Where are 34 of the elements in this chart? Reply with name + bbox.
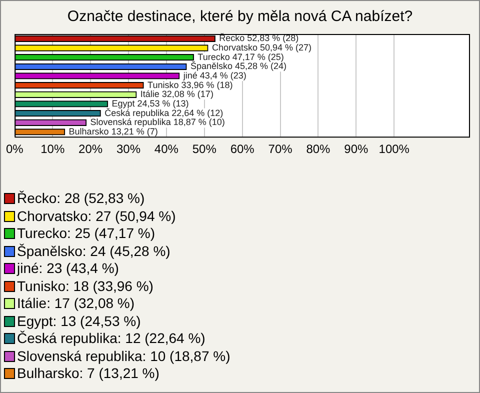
legend-label: Turecko: 25 (47,17 %) [17, 225, 155, 242]
x-tick-label: 50% [192, 142, 217, 156]
category-label: Slovenská republika 18,87 % (10) [90, 117, 225, 128]
chart-title: Označte destinace, které by měla nová CA nabízet? [67, 8, 413, 26]
category-label: Česká republika 22,64 % (12) [104, 108, 224, 118]
category-label: Turecko 47,17 % (25) [198, 52, 284, 62]
x-tick-label: 100% [378, 142, 410, 156]
legend-label: Slovenská republika: 10 (18,87 %) [17, 348, 230, 365]
legend-label: Česká republika: 12 (22,64 %) [17, 330, 206, 348]
x-tick-label: 30% [116, 142, 141, 156]
category-label: jiné 43,4 % (23) [183, 70, 246, 80]
legend-label: Egypt: 13 (24,53 %) [17, 312, 141, 330]
legend-label: jiné: 23 (43,4 %) [17, 260, 119, 278]
legend-label: Řecko: 28 (52,83 %) [17, 190, 145, 208]
category-label: Tunisko 33,96 % (18) [148, 80, 233, 90]
x-tick-label: 0% [6, 142, 24, 156]
legend-label: Španělsko: 24 (45,28 %) [17, 242, 170, 260]
category-label: Řecko 52,83 % (28) [219, 33, 299, 44]
x-tick-label: 10% [40, 142, 65, 156]
category-label: Itálie 32,08 % (17) [140, 89, 214, 100]
category-label: Španělsko 45,28 % (24) [190, 61, 287, 72]
category-label: Chorvatsko 50,94 % (27) [212, 42, 312, 52]
legend-label: Bulharsko: 7 (13,21 %) [17, 365, 160, 382]
x-tick-label: 80% [306, 142, 331, 156]
x-tick-label: 40% [154, 142, 179, 156]
x-tick-label: 90% [344, 142, 368, 156]
x-tick-label: 60% [230, 142, 255, 156]
x-tick-label: 20% [78, 142, 103, 156]
legend-label: Tunisko: 18 (33,96 %) [17, 278, 154, 295]
category-label: Egypt 24,53 % (13) [112, 98, 189, 108]
legend-label: Itálie: 17 (32,08 %) [17, 295, 135, 312]
x-tick-label: 70% [268, 142, 293, 156]
category-label: Bulharsko 13,21 % (7) [68, 126, 158, 136]
legend-label: Chorvatsko: 27 (50,94 %) [17, 208, 176, 225]
